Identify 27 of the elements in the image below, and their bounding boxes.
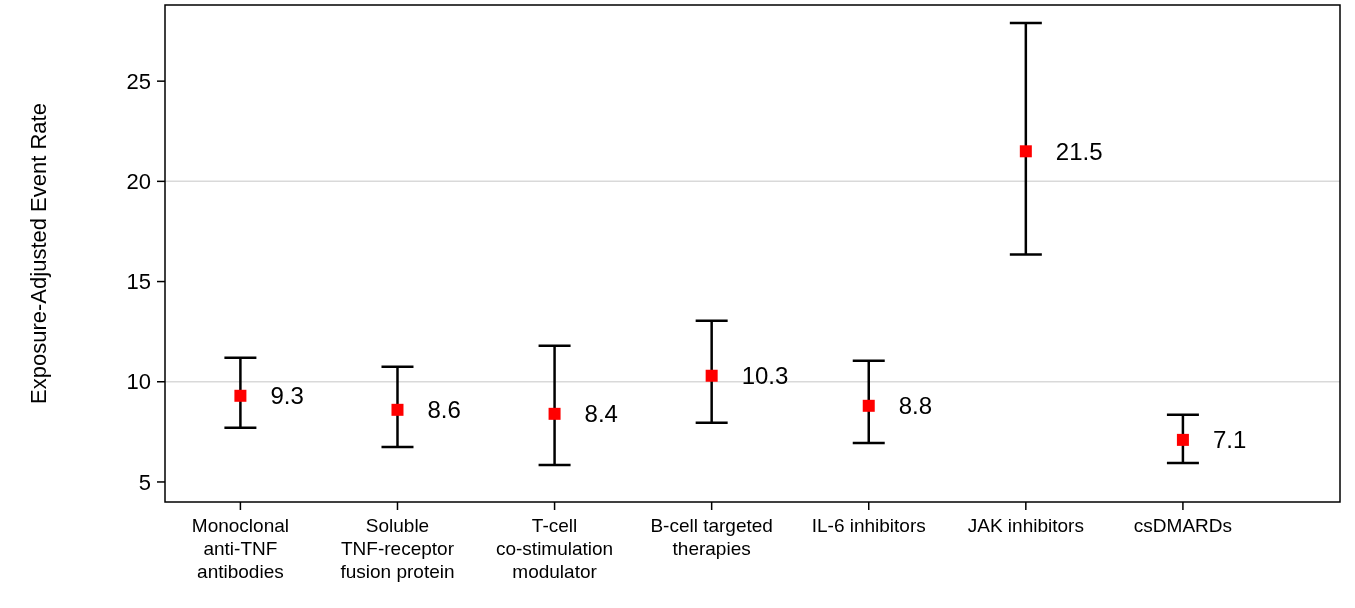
x-tick-label: T-cell co-stimulation modulator xyxy=(495,515,614,582)
y-tick-label: 10 xyxy=(126,369,151,395)
x-tick-label: JAK inhibitors xyxy=(967,515,1084,536)
y-axis-title: Exposure-Adjusted Event Rate xyxy=(26,103,51,404)
x-tick-label: csDMARDs xyxy=(1133,515,1232,536)
data-label: 7.1 xyxy=(1212,426,1247,454)
y-tick-label: 20 xyxy=(126,169,151,195)
data-label: 10.3 xyxy=(741,362,789,390)
point xyxy=(1019,145,1032,158)
point xyxy=(705,369,718,382)
x-tick-label: Monoclonal anti-TNF antibodies xyxy=(191,515,289,582)
y-tick-label: 5 xyxy=(138,469,151,495)
x-tick-label: IL-6 inhibitors xyxy=(811,515,926,536)
point xyxy=(548,407,561,420)
point xyxy=(862,399,875,412)
point xyxy=(391,403,404,416)
y-tick-label: 15 xyxy=(126,269,151,295)
point xyxy=(1176,433,1189,446)
x-tick-label: Soluble TNF-receptor fusion protein xyxy=(340,515,455,582)
y-tick-label: 25 xyxy=(126,68,151,94)
data-label: 8.4 xyxy=(584,400,618,428)
data-label: 21.5 xyxy=(1055,137,1103,165)
data-label: 9.3 xyxy=(270,382,304,410)
point xyxy=(234,389,247,402)
x-tick-label: B-cell targeted therapies xyxy=(650,515,773,559)
data-label: 8.8 xyxy=(898,392,933,420)
data-label: 8.6 xyxy=(427,396,461,424)
